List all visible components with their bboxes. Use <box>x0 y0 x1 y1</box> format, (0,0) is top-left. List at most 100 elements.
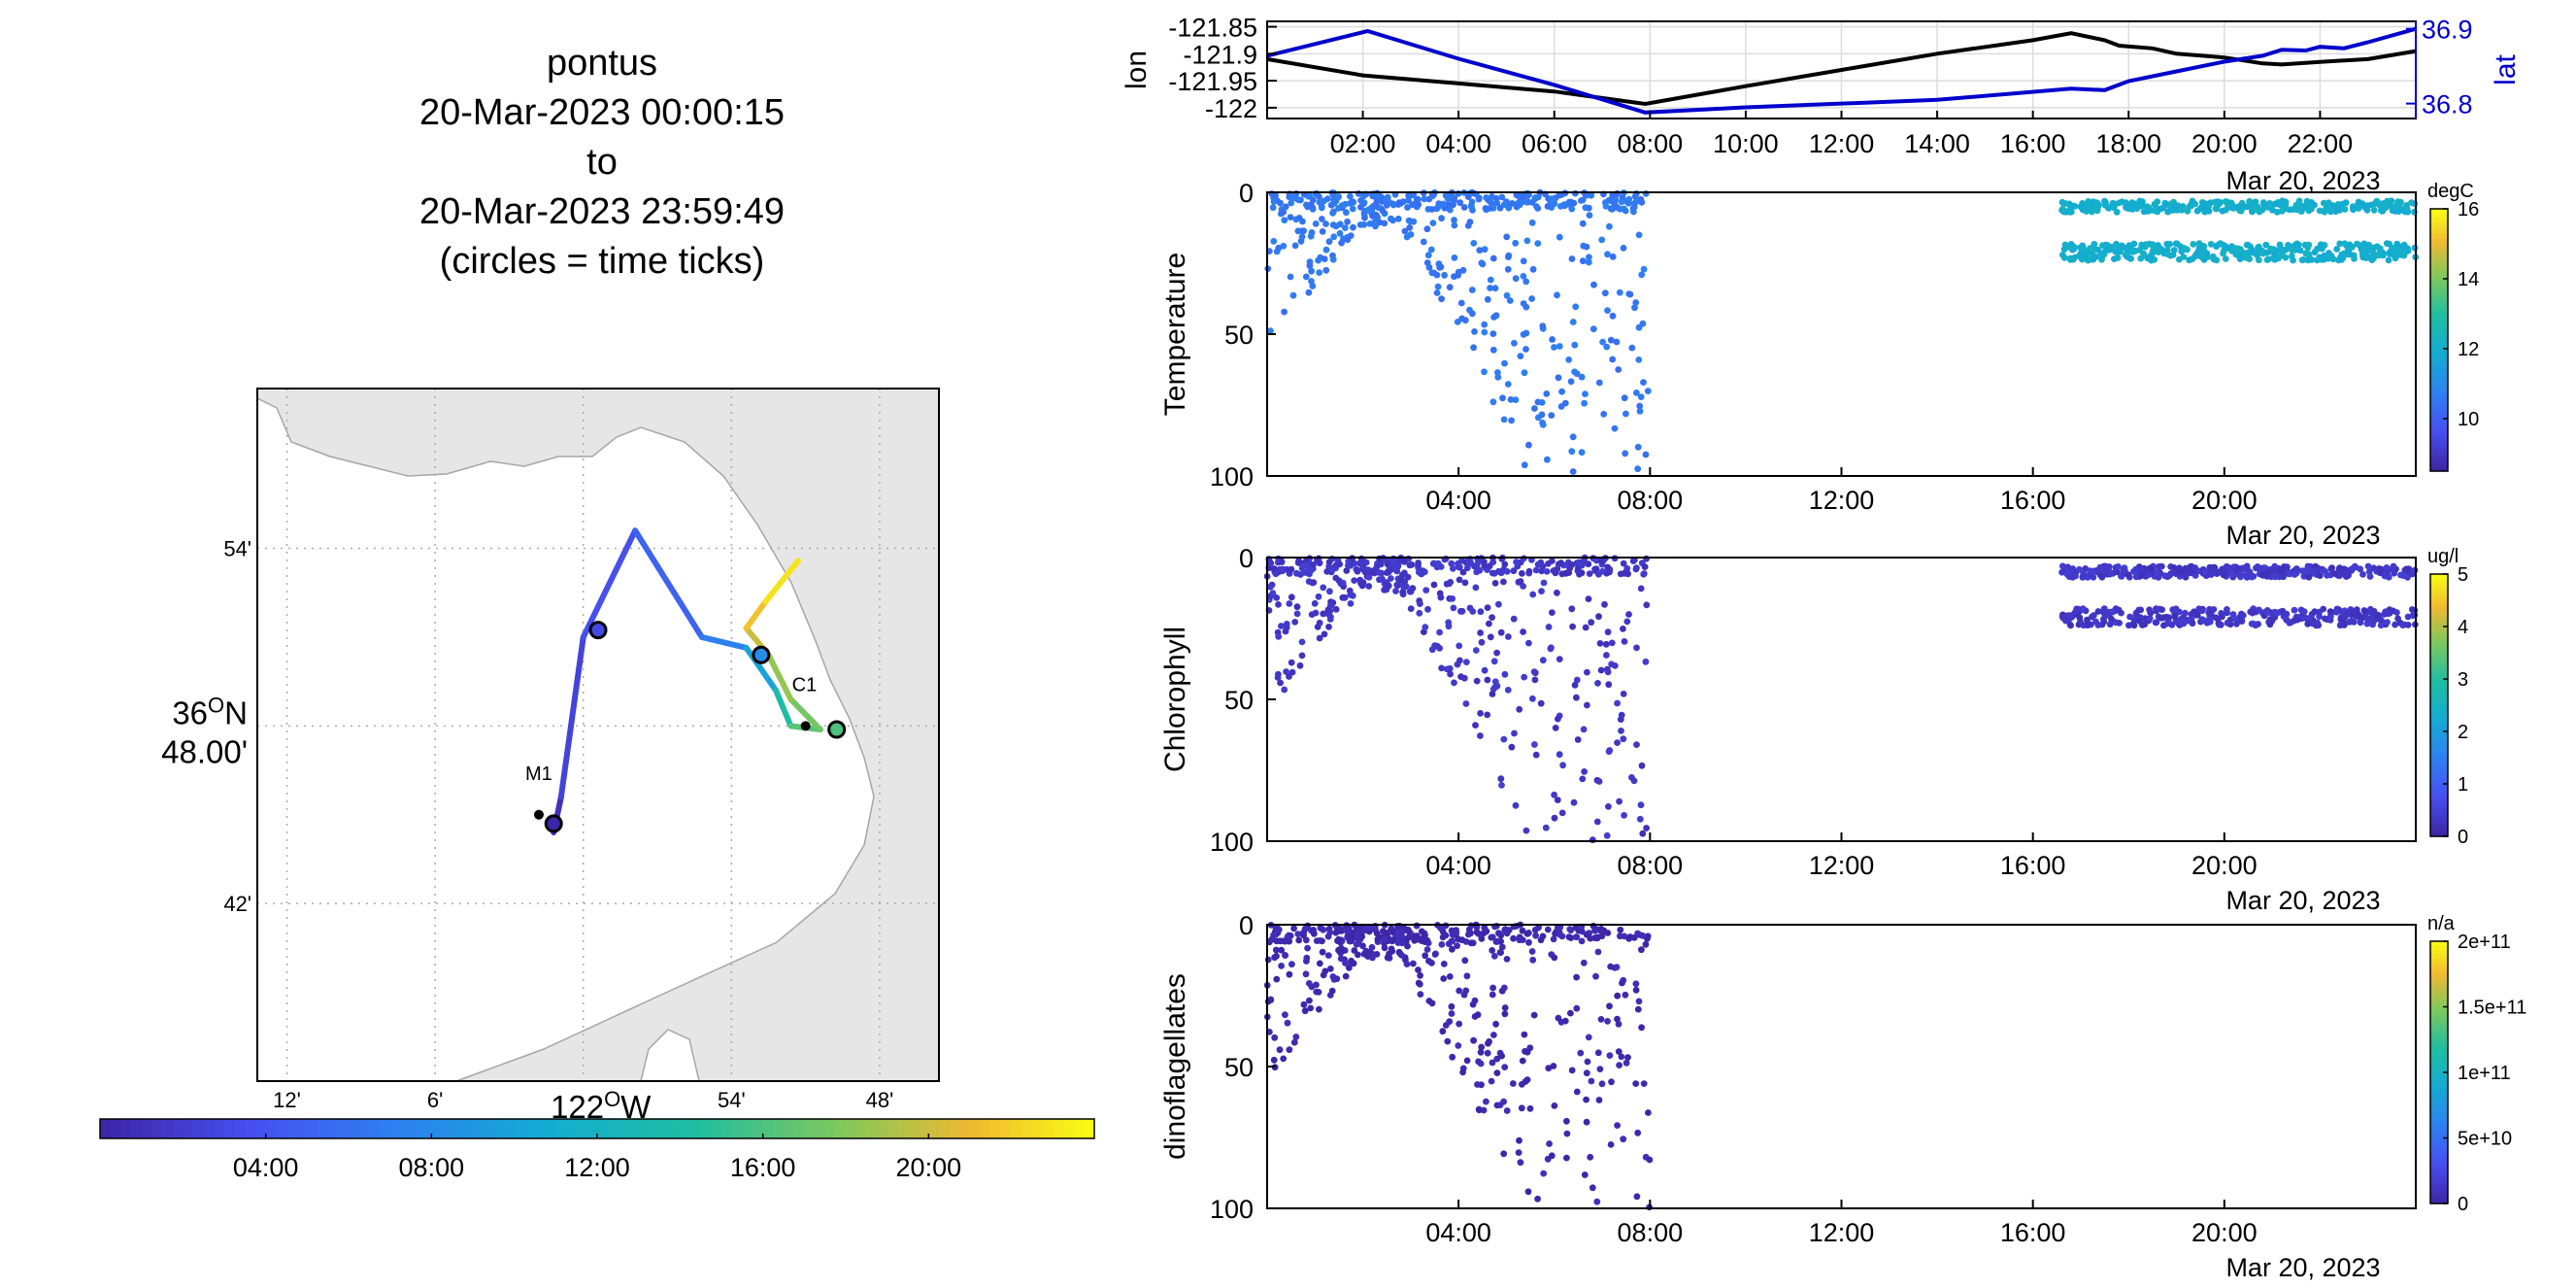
temperature-point <box>1289 291 1297 299</box>
temperature-point <box>2070 244 2078 251</box>
dinoflagellates-point <box>1587 1153 1594 1161</box>
dinoflagellates-point <box>1616 1062 1623 1068</box>
temperature-colorbar-segment <box>2430 389 2448 394</box>
temperature-colorbar-segment <box>2430 450 2448 456</box>
lonlat-x-tick-label: 22:00 <box>2288 129 2354 158</box>
temperature-point <box>2237 246 2244 253</box>
temperature-point <box>1330 208 1337 216</box>
temperature-point <box>1521 369 1528 377</box>
dinoflagellates-colorbar-segment <box>2430 1150 2448 1155</box>
dinoflagellates-colorbar-segment <box>2430 1068 2448 1073</box>
temperature-point <box>2370 244 2378 252</box>
temperature-point <box>1611 200 1619 208</box>
chlorophyll-colorbar-segment <box>2430 656 2448 661</box>
dinoflagellates-point <box>1510 934 1517 942</box>
chlorophyll-point <box>2163 573 2171 581</box>
title-line-end: 20-Mar-2023 23:59:49 <box>418 191 786 232</box>
dinoflagellates-point <box>1384 954 1391 962</box>
chlorophyll-colorbar-segment <box>2430 778 2448 784</box>
dinoflagellates-point <box>1305 980 1313 987</box>
chlorophyll-point <box>1438 664 1445 672</box>
temperature-point <box>2289 247 2295 254</box>
chlorophyll-point <box>1519 570 1525 577</box>
chlorophyll-point <box>2303 566 2310 574</box>
temperature-point <box>1364 206 1372 214</box>
temperature-point <box>1306 258 1314 266</box>
dinoflagellates-colorbar-segment <box>2430 986 2448 992</box>
chlorophyll-point <box>1511 729 1518 737</box>
temperature-point <box>2346 241 2354 249</box>
chlorophyll-point <box>2313 566 2321 574</box>
dinoflagellates-point <box>1383 931 1390 937</box>
temperature-date-label: Mar 20, 2023 <box>2225 521 2380 550</box>
dinoflagellates-point <box>1449 1053 1456 1061</box>
chlorophyll-point <box>2106 621 2114 628</box>
temperature-point <box>1437 263 1445 271</box>
temperature-point <box>2322 253 2329 260</box>
temperature-point <box>1318 203 1325 211</box>
chlorophyll-point <box>1642 658 1650 665</box>
dinoflagellates-point <box>1526 1104 1534 1112</box>
temperature-point <box>1313 189 1321 197</box>
chlorophyll-point <box>1388 575 1394 582</box>
temperature-point <box>1401 227 1409 235</box>
chlorophyll-point <box>1549 558 1556 564</box>
dinoflagellates-point <box>1484 1049 1491 1057</box>
dinoflagellates-point <box>1301 925 1309 932</box>
temperature-colorbar-segment <box>2430 392 2448 398</box>
temperature-point <box>2130 240 2138 248</box>
chlorophyll-point <box>2122 567 2128 575</box>
title-line-start: 20-Mar-2023 00:00:15 <box>418 92 786 133</box>
temperature-point <box>1522 303 1530 311</box>
chlorophyll-point <box>1472 647 1480 654</box>
chlorophyll-x-tick-label: 16:00 <box>2000 851 2066 880</box>
chlorophyll-colorbar-segment <box>2430 824 2448 830</box>
temperature-point <box>1571 368 1578 376</box>
dinoflagellates-point <box>1467 939 1475 947</box>
dinoflagellates-colorbar-segment <box>2430 1134 2448 1139</box>
chlorophyll-point <box>1592 565 1600 573</box>
dinoflagellates-point <box>1525 938 1532 946</box>
temperature-point <box>2213 243 2221 251</box>
temperature-colorbar-segment <box>2430 246 2448 251</box>
temperature-point <box>1498 193 1506 201</box>
chlorophyll-point <box>1557 559 1564 566</box>
temperature-point <box>1640 265 1648 273</box>
temperature-point <box>2336 207 2344 214</box>
dinoflagellates-point <box>1503 1107 1511 1114</box>
dinoflagellates-point <box>1454 942 1460 950</box>
map-track-segment <box>632 527 705 640</box>
temperature-point <box>2129 248 2136 255</box>
temperature-point <box>1556 203 1564 210</box>
temperature-point <box>1308 278 1315 285</box>
dinoflagellates-colorbar-segment <box>2430 1080 2448 1086</box>
dinoflagellates-point <box>1288 961 1295 968</box>
chlorophyll-colorbar-segment <box>2430 684 2448 690</box>
chlorophyll-point <box>2191 572 2199 579</box>
dinoflagellates-point <box>1455 987 1463 995</box>
temperature-point <box>2164 251 2171 257</box>
dinoflagellates-point <box>1439 1028 1447 1035</box>
temperature-point <box>2169 252 2177 258</box>
chlorophyll-point <box>1581 768 1588 775</box>
chlorophyll-point <box>2346 619 2354 626</box>
chlorophyll-point <box>1450 604 1457 612</box>
temperature-point <box>1606 222 1613 230</box>
dinoflagellates-point <box>1607 1141 1615 1148</box>
temperature-point <box>1349 205 1356 213</box>
temperature-point <box>1275 244 1283 252</box>
dinoflagellates-point <box>1489 933 1496 941</box>
chlorophyll-point <box>1551 814 1558 822</box>
dinoflagellates-point <box>1359 928 1367 934</box>
temperature-point <box>1307 201 1315 209</box>
temperature-point <box>1590 281 1597 288</box>
temperature-point <box>1471 328 1478 335</box>
temperature-point <box>2370 254 2378 262</box>
temperature-point <box>2197 204 2204 212</box>
dinoflagellates-colorbar-segment <box>2430 941 2448 946</box>
temperature-point <box>1539 322 1547 329</box>
chlorophyll-colorbar-segment <box>2430 660 2448 665</box>
chlorophyll-y-axis-label: Chlorophyll <box>1159 627 1191 772</box>
chlorophyll-point <box>2376 567 2384 574</box>
temperature-point <box>1611 424 1619 432</box>
